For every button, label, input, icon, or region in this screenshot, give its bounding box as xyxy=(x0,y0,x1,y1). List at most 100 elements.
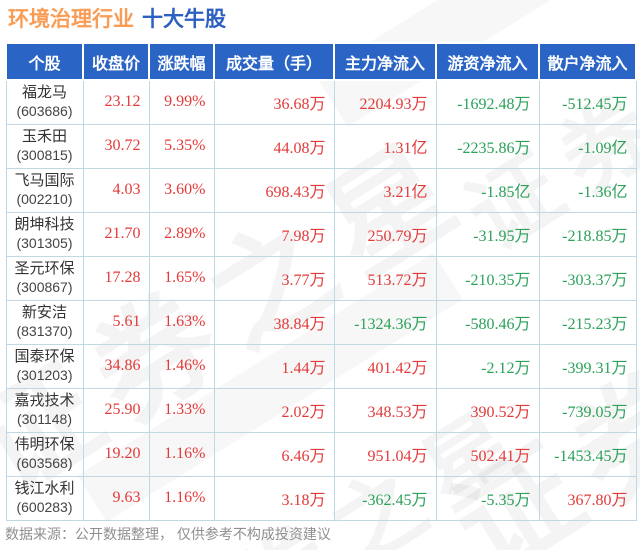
retail-value: -1453.45万 xyxy=(538,431,637,477)
stock-name: 伟明环保 xyxy=(14,436,75,453)
retail-value: -1.36亿 xyxy=(538,167,637,213)
table-row: 新安洁 (831370) 5.61 1.63% 38.84万 -1324.36万 -580.… xyxy=(5,299,637,345)
column-header: 主力净流入 xyxy=(333,42,437,81)
volume-value: 6.46万 xyxy=(213,431,335,477)
stock-cell: 嘉戎技术 (301148) xyxy=(5,387,84,433)
stock-code: (600283) xyxy=(16,499,73,515)
data-source-note: 数据来源：公开数据整理， 仅供参考不构成投资建议 xyxy=(5,526,331,542)
stock-code: (002210) xyxy=(16,191,73,207)
hot-value: -31.95万 xyxy=(435,211,540,257)
title-industry: 环境治理行业 xyxy=(8,8,134,31)
stock-name: 朗坤科技 xyxy=(14,216,75,233)
stock-code: (301148) xyxy=(16,411,72,427)
retail-value: -218.85万 xyxy=(538,211,637,257)
main-value: 3.21亿 xyxy=(333,167,437,213)
close-value: 19.20 xyxy=(82,431,150,477)
stock-code: (301305) xyxy=(16,235,73,251)
main-value: 1.31亿 xyxy=(333,123,437,169)
hot-value: -2.12万 xyxy=(435,343,540,389)
main-value: 348.53万 xyxy=(333,387,437,433)
stock-cell: 钱江水利 (600283) xyxy=(5,475,84,521)
stock-name: 圣元环保 xyxy=(14,260,75,277)
table-row: 朗坤科技 (301305) 21.70 2.89% 7.98万 250.79万 -31.95… xyxy=(5,211,637,257)
hot-value: -2235.86万 xyxy=(435,123,540,169)
stock-code: (300815) xyxy=(16,147,73,163)
stock-name: 国泰环保 xyxy=(14,348,75,365)
column-header: 个股 xyxy=(5,42,84,81)
column-header: 游资净流入 xyxy=(435,42,540,81)
volume-value: 36.68万 xyxy=(213,79,335,125)
hot-value: 390.52万 xyxy=(435,387,540,433)
stock-name: 钱江水利 xyxy=(14,480,75,497)
volume-value: 3.77万 xyxy=(213,255,335,301)
retail-value: -739.05万 xyxy=(538,387,637,433)
stock-code: (831370) xyxy=(16,323,73,339)
change-value: 1.65% xyxy=(148,255,215,301)
table-row: 伟明环保 (603568) 19.20 1.16% 6.46万 951.04万 502.41… xyxy=(5,431,637,477)
stock-cell: 伟明环保 (603568) xyxy=(5,431,84,477)
main-value: -1324.36万 xyxy=(333,299,437,345)
stock-name: 飞马国际 xyxy=(14,172,75,189)
retail-value: -1.09亿 xyxy=(538,123,637,169)
stocks-table: 个股 收盘价 涨跌幅 成交量（手） 主力净流入 游资净流入 散户净流入 福龙马 (603686… xyxy=(5,42,637,521)
main-value: 951.04万 xyxy=(333,431,437,477)
volume-value: 1.44万 xyxy=(213,343,335,389)
retail-value: 367.80万 xyxy=(538,475,637,521)
table-header-row: 个股 收盘价 涨跌幅 成交量（手） 主力净流入 游资净流入 散户净流入 xyxy=(5,42,637,81)
hot-value: 502.41万 xyxy=(435,431,540,477)
close-value: 9.63 xyxy=(82,475,150,521)
volume-value: 3.18万 xyxy=(213,475,335,521)
change-value: 9.99% xyxy=(148,79,215,125)
volume-value: 44.08万 xyxy=(213,123,335,169)
stock-name: 玉禾田 xyxy=(21,128,67,145)
stock-code: (301203) xyxy=(16,367,73,383)
close-value: 23.12 xyxy=(82,79,150,125)
volume-value: 38.84万 xyxy=(213,299,335,345)
change-value: 2.89% xyxy=(148,211,215,257)
retail-value: -512.45万 xyxy=(538,79,637,125)
stock-cell: 国泰环保 (301203) xyxy=(5,343,84,389)
change-value: 1.16% xyxy=(148,431,215,477)
table-header: 个股 收盘价 涨跌幅 成交量（手） 主力净流入 游资净流入 散户净流入 xyxy=(5,42,637,81)
hot-value: -1.85亿 xyxy=(435,167,540,213)
change-value: 3.60% xyxy=(148,167,215,213)
page-title: 环境治理行业 十大牛股 xyxy=(0,0,640,42)
main-value: 401.42万 xyxy=(333,343,437,389)
hot-value: -580.46万 xyxy=(435,299,540,345)
stock-cell: 飞马国际 (002210) xyxy=(5,167,84,213)
stock-cell: 福龙马 (603686) xyxy=(5,79,84,125)
change-value: 1.63% xyxy=(148,299,215,345)
stock-name: 嘉戎技术 xyxy=(14,392,75,409)
change-value: 1.16% xyxy=(148,475,215,521)
close-value: 5.61 xyxy=(82,299,150,345)
volume-value: 698.43万 xyxy=(213,167,335,213)
close-value: 25.90 xyxy=(82,387,150,433)
main-value: 2204.93万 xyxy=(333,79,437,125)
column-header: 涨跌幅 xyxy=(148,42,215,81)
table-row: 国泰环保 (301203) 34.86 1.46% 1.44万 401.42万 -2.12万… xyxy=(5,343,637,389)
stock-name: 福龙马 xyxy=(21,84,67,102)
retail-value: -399.31万 xyxy=(538,343,637,389)
stock-code: (603568) xyxy=(16,455,73,471)
stock-cell: 朗坤科技 (301305) xyxy=(5,211,84,257)
table-row: 圣元环保 (300867) 17.28 1.65% 3.77万 513.72万 -210.3… xyxy=(5,255,637,301)
close-value: 4.03 xyxy=(82,167,150,213)
main-value: 250.79万 xyxy=(333,211,437,257)
stock-cell: 玉禾田 (300815) xyxy=(5,123,84,169)
column-header: 成交量（手） xyxy=(213,42,335,81)
column-header: 收盘价 xyxy=(82,42,150,81)
table-row: 福龙马 (603686) 23.12 9.99% 36.68万 2204.93万 -1692… xyxy=(5,79,637,125)
retail-value: -215.23万 xyxy=(538,299,637,345)
close-value: 17.28 xyxy=(82,255,150,301)
change-value: 1.46% xyxy=(148,343,215,389)
table-row: 玉禾田 (300815) 30.72 5.35% 44.08万 1.31亿 -2235.86… xyxy=(5,123,637,169)
volume-value: 2.02万 xyxy=(213,387,335,433)
column-header: 散户净流入 xyxy=(538,42,637,81)
change-value: 5.35% xyxy=(148,123,215,169)
title-suffix: 十大牛股 xyxy=(142,8,226,31)
close-value: 21.70 xyxy=(82,211,150,257)
table-body: 福龙马 (603686) 23.12 9.99% 36.68万 2204.93万 -1692… xyxy=(5,79,637,521)
stock-name: 新安洁 xyxy=(21,304,67,321)
close-value: 34.86 xyxy=(82,343,150,389)
close-value: 30.72 xyxy=(82,123,150,169)
